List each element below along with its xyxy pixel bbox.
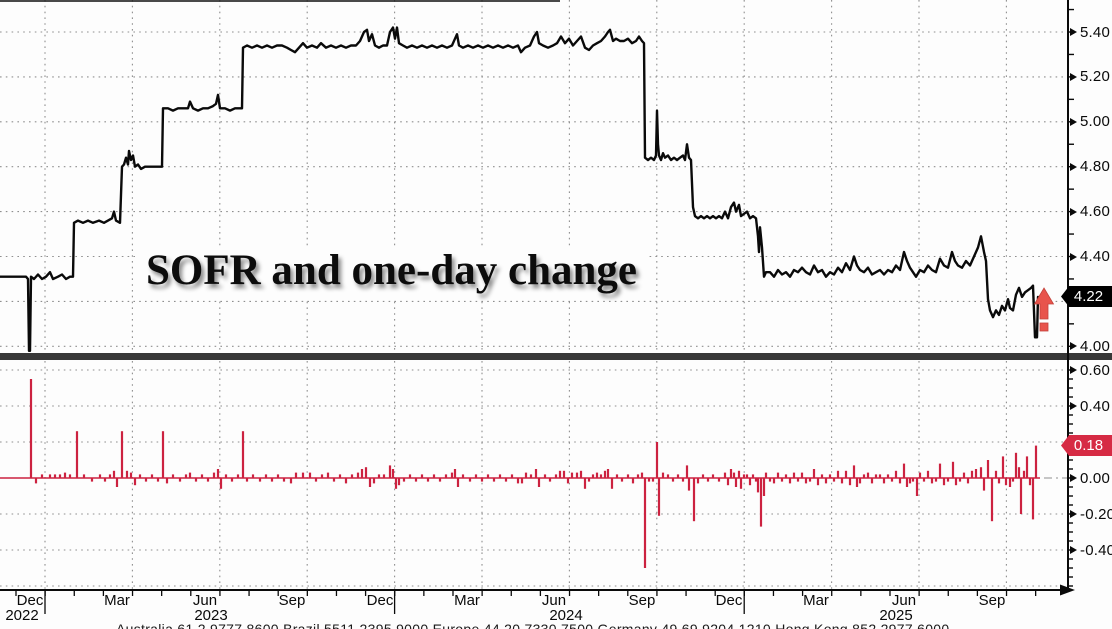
x-axis-month-label: Sep — [278, 592, 306, 609]
x-axis-year-label: 2025 — [879, 607, 913, 624]
x-axis-month-label: Dec — [16, 592, 44, 609]
y-axis-label-text: -0.20 — [1080, 505, 1112, 523]
y-axis-label-text: 4.00 — [1080, 337, 1110, 355]
y-axis-label: 4.00 — [1070, 337, 1110, 355]
sofr-line — [0, 26, 1040, 352]
top-border-strip — [0, 0, 560, 2]
chart-title: SOFR and one-day change — [138, 246, 647, 300]
tick-arrow-icon — [1070, 402, 1077, 410]
y-axis-label: 5.00 — [1070, 113, 1110, 131]
x-axis-month-label: Sep — [628, 592, 656, 609]
y-axis-label: 4.80 — [1070, 158, 1110, 176]
y-axis-label-text: 0.40 — [1080, 397, 1110, 415]
x-axis-year-label: 2023 — [194, 607, 228, 624]
x-axis-month-label: Dec — [715, 592, 743, 609]
tick-arrow-icon — [1070, 366, 1077, 374]
y-axis-label: 4.60 — [1070, 203, 1110, 221]
y-axis-label-text: -0.40 — [1080, 541, 1112, 559]
panel-separator — [0, 353, 1112, 360]
up-arrow-icon — [1033, 287, 1055, 320]
tick-arrow-icon — [1070, 117, 1077, 126]
x-axis-month-label: Jun — [891, 592, 917, 609]
x-axis-month-label: Jun — [541, 592, 567, 609]
tick-arrow-icon — [1070, 72, 1077, 81]
y-axis-label-text: 5.20 — [1080, 68, 1110, 86]
y-axis-label-text: 4.80 — [1080, 158, 1110, 176]
y-axis-label: 4.40 — [1070, 248, 1110, 266]
last-price-badge: 4.22 — [1061, 286, 1112, 307]
y-axis-label: 5.20 — [1070, 68, 1110, 86]
x-axis-month-label: Dec — [366, 592, 394, 609]
y-axis-label-text: 0.00 — [1080, 469, 1110, 487]
x-axis-month-label: Sep — [978, 592, 1006, 609]
y-axis-label-text: 0.60 — [1080, 361, 1110, 379]
last-change-value: 0.18 — [1073, 437, 1104, 454]
tick-arrow-icon — [1070, 546, 1077, 554]
y-axis-label-text: 5.00 — [1080, 113, 1110, 131]
y-axis-label: 0.00 — [1070, 469, 1110, 487]
y-axis-label: -0.20 — [1070, 505, 1112, 523]
tick-arrow-icon — [1070, 162, 1077, 171]
y-axis-label-text: 5.40 — [1080, 23, 1110, 41]
y-axis-label-text: 4.60 — [1080, 203, 1110, 221]
up-arrow-annotation — [1033, 287, 1055, 332]
tick-arrow-icon — [1070, 252, 1077, 261]
y-axis-label: 0.40 — [1070, 397, 1110, 415]
x-axis-month-label: Mar — [803, 592, 829, 609]
y-axis-label: 5.40 — [1070, 23, 1110, 41]
last-price-value: 4.22 — [1073, 288, 1104, 305]
x-axis-year-label: 2022 — [5, 607, 39, 624]
x-axis-month-label: Mar — [104, 592, 130, 609]
x-axis-month-label: Jun — [192, 592, 218, 609]
tick-arrow-icon — [1070, 510, 1077, 518]
up-arrow-tail — [1039, 322, 1049, 332]
tick-arrow-icon — [1070, 28, 1077, 36]
y-axis-label: 0.60 — [1070, 361, 1110, 379]
tick-arrow-icon — [1070, 474, 1077, 482]
x-axis-arrowhead — [1060, 584, 1075, 596]
y-axis-label: -0.40 — [1070, 541, 1112, 559]
x-axis-year-label: 2024 — [549, 607, 583, 624]
bloomberg-footer: Australia 61 2 9777 8600 Brazil 5511 239… — [116, 621, 950, 629]
tick-arrow-icon — [1070, 342, 1077, 351]
tick-arrow-icon — [1070, 207, 1077, 216]
y-axis-label-text: 4.40 — [1080, 248, 1110, 265]
x-axis-month-label: Mar — [454, 592, 480, 609]
last-change-badge: 0.18 — [1061, 435, 1112, 456]
